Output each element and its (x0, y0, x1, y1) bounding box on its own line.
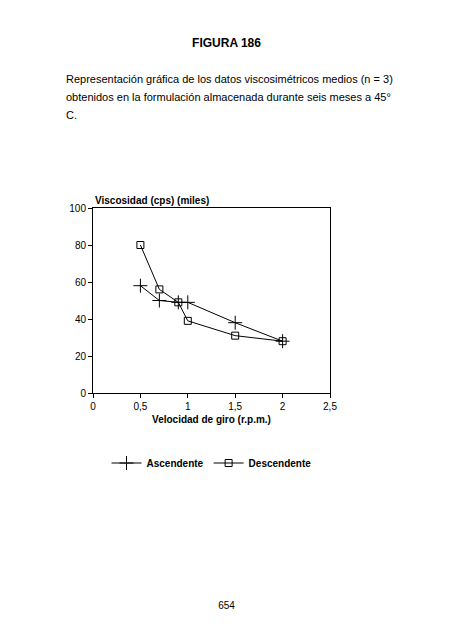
svg-text:Velocidad de giro (r.p.m.): Velocidad de giro (r.p.m.) (152, 414, 271, 425)
svg-text:2: 2 (280, 401, 286, 412)
svg-text:0,5: 0,5 (133, 401, 147, 412)
svg-text:Descendente: Descendente (249, 458, 312, 469)
svg-text:0: 0 (80, 388, 86, 399)
svg-text:1: 1 (185, 401, 191, 412)
svg-text:40: 40 (75, 314, 87, 325)
svg-text:Viscosidad (cps) (miles): Viscosidad (cps) (miles) (95, 195, 209, 206)
html-text:654: 654 (218, 600, 235, 611)
svg-text:1,5: 1,5 (228, 401, 242, 412)
svg-text:0: 0 (90, 401, 96, 412)
html-text:FIGURA 186: FIGURA 186 (192, 36, 261, 50)
svg-text:80: 80 (75, 240, 87, 251)
svg-text:100: 100 (69, 203, 86, 214)
svg-text:Ascendente: Ascendente (147, 458, 204, 469)
svg-text:20: 20 (75, 351, 87, 362)
svg-text:60: 60 (75, 277, 87, 288)
html-text:Representación gráfica de los: Representación gráfica de los datos visc… (66, 73, 393, 121)
svg-text:2,5: 2,5 (323, 401, 337, 412)
